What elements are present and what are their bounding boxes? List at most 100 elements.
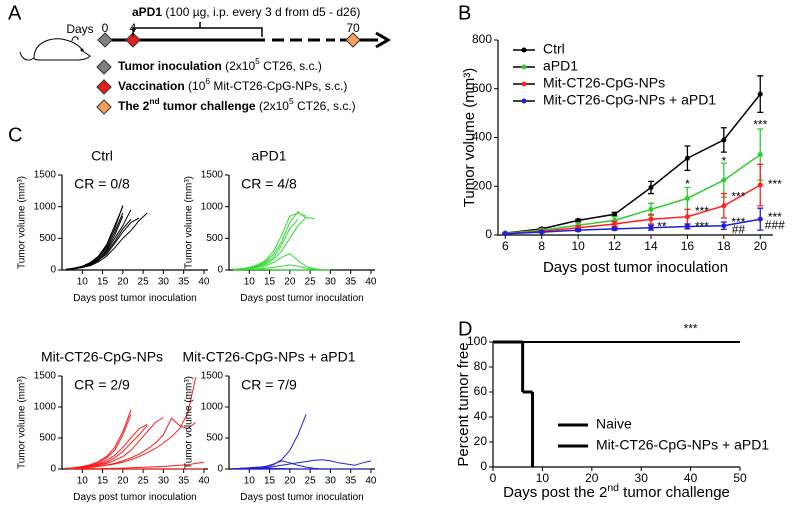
x-tick-label: 20 (284, 277, 296, 288)
x-tick-label: 15 (97, 277, 109, 288)
y-tick-label: 400 (472, 130, 492, 144)
x-tick-label: 40 (365, 277, 377, 288)
annotation: *** (768, 210, 782, 224)
x-tick-label: 10 (77, 476, 89, 487)
x-tick-label: 35 (178, 277, 190, 288)
x-axis-label: Days post tumor inoculation (73, 492, 196, 503)
chart-subtitle: CR = 0/8 (74, 176, 130, 192)
y-tick-label: 0 (485, 227, 492, 241)
legend-detail: (2x105 CT26, s.c.) (256, 96, 356, 113)
y-tick-label: 500 (206, 233, 223, 244)
legend-label: Tumor inoculation (118, 59, 222, 73)
x-tick-label: 8 (538, 239, 545, 253)
text-part: The 2 (118, 99, 150, 113)
x-tick-label: 10 (77, 277, 89, 288)
treatment-detail: (100 µg, i.p. every 3 d from d5 - d26) (162, 5, 360, 19)
legend-label: The 2nd tumor challenge (118, 96, 256, 113)
data-point (757, 216, 763, 222)
y-tick-label: 1000 (34, 402, 57, 413)
x-axis-label: Days post tumor inoculation (240, 492, 363, 503)
series-line (233, 252, 331, 271)
x-axis-label: Days post tumor inoculation (240, 293, 363, 304)
data-point (612, 211, 618, 217)
legend-label: Naive (596, 416, 632, 432)
annotation: *** (753, 117, 767, 131)
text-part: Mit-CT26-CpG-NPs, s.c.) (210, 79, 347, 93)
y-tick-label: 0 (50, 265, 56, 276)
panel-label: B (458, 2, 471, 24)
text-part: Vaccination (118, 79, 185, 93)
y-axis-label: Tumor volume (mm³) (184, 176, 195, 269)
text-part: CT26, s.c.) (260, 59, 322, 73)
legend-entry: Tumor inoculation (2x105 CT26, s.c.) (118, 56, 322, 73)
y-tick-label: 200 (472, 178, 492, 192)
superscript: 5 (255, 56, 260, 66)
superscript: 6 (205, 76, 210, 86)
series-line (233, 210, 307, 270)
y-tick-label: 1500 (201, 170, 224, 181)
data-point (684, 195, 690, 201)
x-tick-label: 40 (365, 476, 377, 487)
data-point (575, 217, 581, 223)
data-point (612, 221, 618, 227)
data-point (721, 223, 727, 229)
text-part: Days post tumor inoculation (543, 259, 728, 276)
y-tick-label: 1000 (201, 402, 224, 413)
text-part: (10 (185, 79, 206, 93)
series-line (66, 212, 148, 270)
panel-label: A (8, 2, 22, 24)
x-tick-label: 35 (345, 277, 357, 288)
timeline-marker (345, 32, 361, 48)
x-tick-label: 25 (305, 476, 317, 487)
series-line (505, 93, 761, 234)
chart-title: aPD1 (251, 148, 286, 164)
x-tick-label: 20 (284, 476, 296, 487)
data-point (721, 137, 727, 143)
x-tick-label: 25 (305, 277, 317, 288)
legend-label: Mit-CT26-CpG-NPs + aPD1 (543, 92, 716, 108)
legend-marker (521, 64, 527, 70)
x-tick-label: 16 (681, 239, 695, 253)
data-point (648, 184, 654, 190)
y-tick-label: 1000 (34, 201, 57, 212)
x-axis-label: Days post tumor inoculation (73, 293, 196, 304)
y-tick-label: 600 (472, 81, 492, 95)
legend-marker (96, 59, 112, 75)
marker-day: 0 (102, 21, 109, 35)
y-tick-label: 500 (39, 433, 56, 444)
y-tick-label: 0 (480, 459, 487, 473)
chart-subtitle: CR = 2/9 (74, 377, 130, 393)
series-line (66, 417, 197, 469)
timeline-marker (125, 32, 141, 48)
annotation: ** (657, 219, 667, 233)
data-point (757, 182, 763, 188)
legend-marker (96, 99, 112, 115)
x-tick-label: 30 (325, 476, 337, 487)
days-label: Days (66, 22, 93, 36)
superscript: nd (607, 482, 619, 494)
y-tick-label: 40 (474, 409, 488, 423)
data-point (684, 214, 690, 220)
y-tick-label: 0 (217, 265, 223, 276)
y-tick-label: 500 (206, 433, 223, 444)
annotation: *** (768, 177, 782, 191)
x-tick-label: 12 (608, 239, 622, 253)
x-tick-label: 35 (345, 476, 357, 487)
legend-marker (96, 79, 112, 95)
y-axis-label: Tumor volume (mm³) (17, 176, 28, 269)
series-line (66, 216, 124, 270)
superscript: 5 (289, 96, 294, 106)
y-axis-label: Tumor volume (mm³) (184, 376, 195, 469)
legend-label: Vaccination (118, 79, 185, 93)
y-tick-label: 20 (474, 434, 488, 448)
y-tick-label: 1500 (34, 371, 57, 382)
timeline-arrow (375, 31, 391, 49)
annotation: *** (695, 204, 709, 218)
x-tick-label: 25 (138, 277, 150, 288)
x-tick-label: 20 (585, 471, 599, 485)
text-part: Days post the 2 (503, 484, 607, 501)
text-part: (2x10 (256, 99, 290, 113)
series-line (233, 216, 315, 270)
x-tick-label: 10 (536, 471, 550, 485)
